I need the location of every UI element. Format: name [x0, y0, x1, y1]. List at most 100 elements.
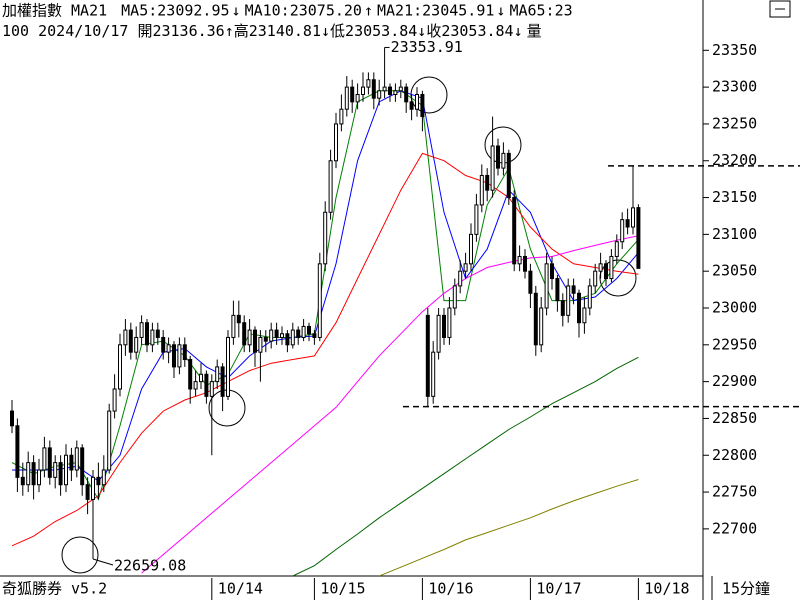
candle-body [361, 86, 365, 95]
candle-body [571, 285, 576, 294]
candle-body [37, 469, 41, 486]
y-tick-label: 22950 [712, 335, 757, 353]
quote-date: 100 2024/10/17 [2, 22, 128, 40]
candle-body [425, 314, 430, 397]
candle-body [301, 325, 306, 338]
candle-body [101, 469, 106, 486]
y-tick-label: 23000 [712, 299, 757, 317]
candle-body [501, 152, 506, 169]
y-tick-label: 23050 [712, 262, 757, 280]
candle-body [20, 476, 25, 486]
candle-body [625, 219, 630, 228]
candle-body [31, 462, 36, 486]
highlight-circle [599, 259, 637, 297]
candle-body [344, 86, 349, 110]
quote-arrow: ↓ [514, 22, 523, 40]
y-tick-label: 23350 [712, 41, 757, 59]
legend-entry: MA21:23045.91 [377, 2, 494, 20]
candle-body [269, 329, 274, 342]
candle-body [420, 93, 425, 118]
legend-entry: MA10:23075.20 [245, 2, 362, 20]
candle-body [512, 197, 517, 265]
candle-body [209, 381, 214, 397]
candle-body [469, 233, 473, 265]
x-tick-label: 10/18 [644, 580, 689, 598]
candle-body [350, 86, 355, 103]
candle-body [128, 329, 133, 353]
quote-high: 23140.81 [249, 22, 321, 40]
candle-body [377, 90, 382, 99]
low-annotation: 22659.08 [114, 557, 186, 575]
candle-body [150, 329, 155, 346]
candle-body [112, 388, 117, 412]
candle-body [409, 101, 414, 110]
candle-body [80, 447, 85, 486]
highlight-circle [61, 536, 99, 574]
candle-body [539, 307, 544, 346]
candle-body [496, 145, 500, 169]
quote-label: 收 [426, 22, 441, 40]
candle-body [458, 270, 463, 287]
candle-body [161, 336, 166, 353]
candle-body [307, 325, 311, 335]
x-tick-label: 10/17 [536, 580, 581, 598]
candle-body [463, 263, 468, 272]
candle-body [328, 160, 333, 213]
y-tick-label: 23250 [712, 114, 757, 132]
candle-body [528, 270, 533, 294]
candle-body [85, 484, 90, 500]
candle-body [485, 174, 490, 191]
candle-body [415, 93, 419, 110]
y-tick-label: 23100 [712, 225, 757, 243]
candle-body [550, 263, 554, 280]
candle-body [393, 90, 398, 95]
candle-body [371, 79, 376, 99]
candle-body [631, 207, 635, 228]
candle-body [182, 344, 187, 361]
candle-body [118, 344, 122, 390]
candle-body [15, 425, 20, 478]
candle-body [26, 462, 31, 486]
candle-body [290, 329, 295, 346]
candle-body [69, 454, 74, 471]
y-tick-label: 23200 [712, 151, 757, 169]
quote-line: 100 2024/10/17 開23136.36↑高23140.81↓低23053… [2, 22, 542, 40]
candle-body [388, 86, 392, 95]
candle-body [366, 79, 371, 88]
candle-body [53, 462, 58, 478]
ma-line [12, 90, 639, 482]
highlight-circle [410, 76, 448, 114]
candle-body [436, 314, 441, 353]
y-tick-label: 23150 [712, 188, 757, 206]
candle-body [91, 476, 95, 500]
candle-body [247, 329, 252, 346]
candle-body [533, 292, 538, 346]
ma-line [11, 152, 639, 547]
candle-body [587, 285, 592, 309]
candle-body [339, 108, 344, 125]
candle-body [258, 336, 263, 353]
x-tick-label: 10/16 [428, 580, 473, 598]
y-tick-label: 22750 [712, 483, 757, 501]
chart-title: 加權指數 MA21 [2, 2, 107, 20]
ma-line [292, 356, 639, 576]
brand: 奇狐勝券 v5.2 [2, 580, 107, 598]
candle-body [242, 322, 247, 346]
candle-body [312, 333, 317, 338]
candle-body [566, 285, 571, 316]
candle-body [145, 322, 149, 346]
candle-body [172, 344, 176, 368]
quote-label: 高 [234, 22, 249, 40]
candle-body [620, 219, 625, 243]
y-tick-label: 22800 [712, 446, 757, 464]
candle-body [479, 174, 484, 206]
candle-body [517, 255, 522, 265]
candle-body [263, 336, 268, 342]
candle-body [382, 86, 387, 92]
candle-body [636, 207, 641, 269]
candle-body [64, 454, 68, 486]
candle-body [134, 336, 139, 353]
legend-entry: MA5:23092.95 [121, 2, 229, 20]
candle-body [506, 152, 511, 199]
